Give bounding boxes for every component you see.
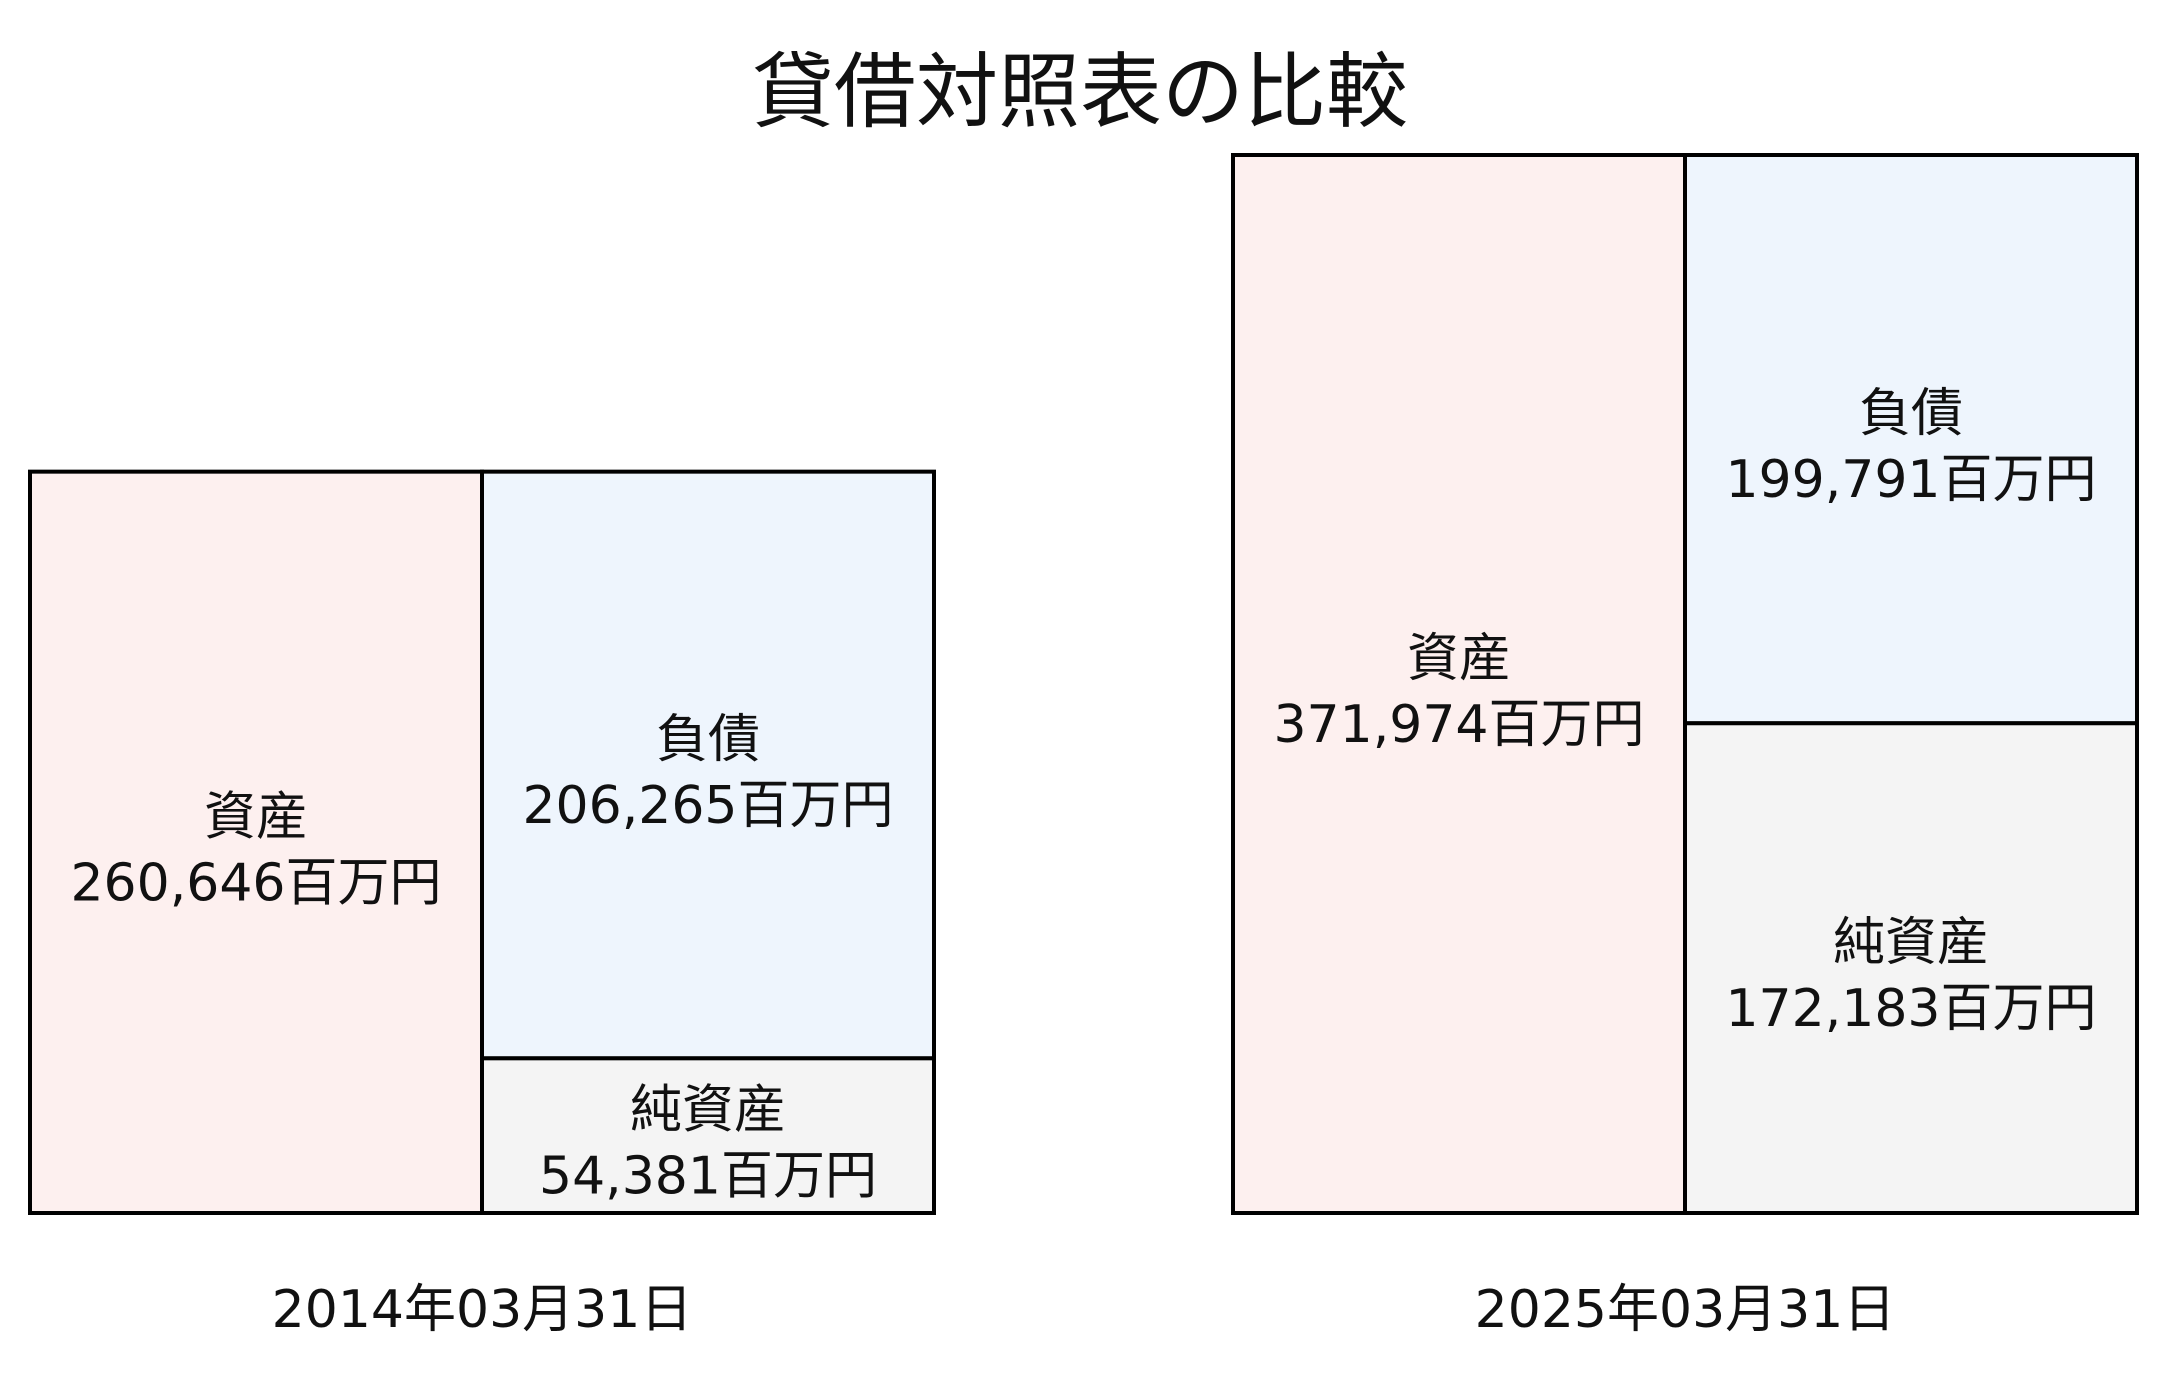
assets-block (1231, 153, 1687, 1215)
liabilities-label: 負債 (656, 710, 760, 770)
liabilities-value: 206,265百万円 (522, 776, 893, 836)
net_assets-label: 純資産 (1833, 913, 1989, 973)
period-date-label: 2014年03月31日 (272, 1280, 693, 1340)
assets-value: 371,974百万円 (1273, 695, 1644, 755)
assets-label: 資産 (1407, 629, 1511, 689)
assets-label: 資産 (204, 787, 308, 847)
liabilities-label: 負債 (1859, 384, 1963, 444)
assets-value: 260,646百万円 (70, 853, 441, 913)
net_assets-value: 172,183百万円 (1725, 979, 2096, 1039)
liabilities-block (480, 469, 936, 1061)
period-date-label: 2025年03月31日 (1475, 1280, 1896, 1340)
liabilities-value: 199,791百万円 (1725, 450, 2096, 510)
net_assets-block (480, 1056, 936, 1215)
balance-sheet-panels: 資産260,646百万円負債206,265百万円純資産54,381百万円2014… (28, 153, 2139, 1340)
net_assets-block (1683, 721, 2139, 1215)
net_assets-label: 純資産 (630, 1081, 786, 1141)
liabilities-block (1683, 153, 2139, 726)
assets-block (28, 469, 484, 1215)
chart-title: 貸借対照表の比較 (752, 45, 1408, 140)
net_assets-value: 54,381百万円 (539, 1147, 877, 1207)
